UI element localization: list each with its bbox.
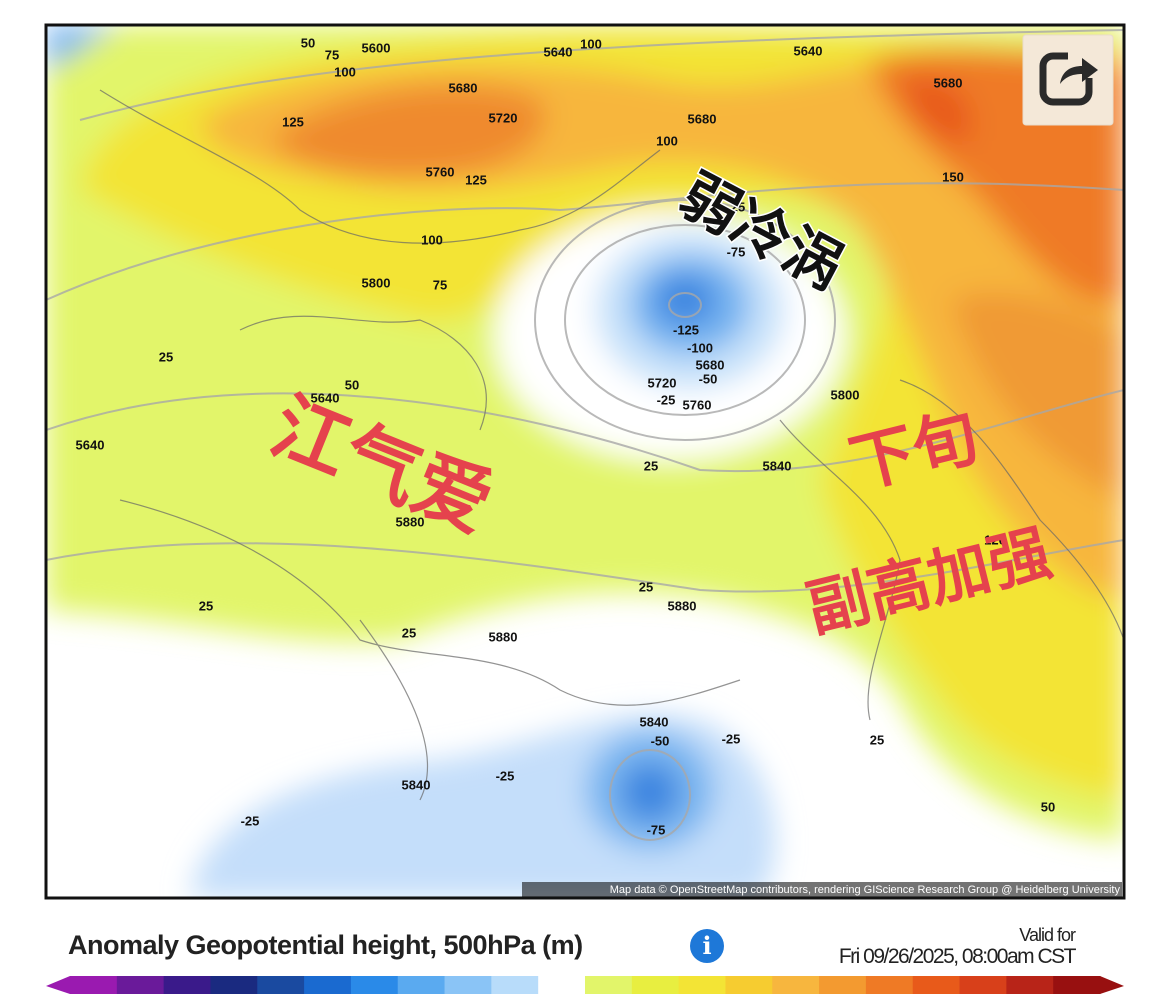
contour-label: -25 [496,768,515,783]
colorbar-swatch [725,976,773,994]
contour-label: -25 [657,392,676,407]
colorbar-swatch [1053,976,1101,994]
colorbar-swatch [865,976,914,994]
map-field [46,25,1124,898]
contour-label: 125 [465,172,487,187]
colorbar-swatch [304,976,352,994]
contour-label: 25 [639,579,653,594]
contour-label: -125 [673,322,699,337]
contour-label: 25 [199,598,213,613]
contour-label: 25 [731,199,745,214]
contour-label: 5640 [544,44,573,59]
contour-label: -75 [647,822,666,837]
contour-label: 25 [402,625,416,640]
colorbar-swatch [1006,976,1054,994]
contour-label: 50 [301,35,315,50]
contour-label: -25 [722,731,741,746]
colorbar-swatch [257,976,305,994]
contour-label: -100 [687,340,713,355]
contour-label: -50 [699,371,718,386]
contour-label: 100 [421,232,443,247]
contour-labels: 50 75 100 5600 5640 100 5640 5680 5720 5680 5680 12… [76,35,1056,837]
contour-label: 5680 [449,80,478,95]
contour-label: 75 [433,277,447,292]
contour-label: 5880 [668,598,697,613]
contour-label: 5840 [763,458,792,473]
contour-label: 75 [325,47,339,62]
contour-label: 5640 [311,390,340,405]
colorbar-end [46,976,70,994]
valid-label: Valid for [1019,925,1076,945]
colorbar-swatch [585,976,633,994]
contour-label: 120 [984,532,1006,547]
colorbar-swatch [397,976,446,994]
colorbar-swatch [163,976,211,994]
contour-label: 100 [334,64,356,79]
contour-label: -75 [727,244,746,259]
attribution: Map data © OpenStreetMap contributors, r… [610,884,1121,896]
colorbar [46,976,1124,994]
contour-label: 5680 [688,111,717,126]
contour-label: 25 [870,732,884,747]
colorbar-swatch [70,976,118,994]
contour-label: 5760 [426,164,455,179]
footer-title: Anomaly Geopotential height, 500hPa (m) [68,930,583,960]
colorbar-swatch [959,976,1007,994]
attribution-bg [522,882,1122,897]
contour-label: 125 [282,114,304,129]
contour-label: 5680 [696,357,725,372]
contour-label: 50 [345,377,359,392]
colorbar-swatch [350,976,399,994]
contour-label: 25 [644,458,658,473]
contour-label: -50 [651,733,670,748]
contour-label: 100 [580,36,602,51]
colorbar-swatch [538,976,586,994]
colorbar-end [1100,976,1124,994]
colorbar-swatch [912,976,961,994]
contour-label: 5800 [831,387,860,402]
info-button[interactable]: i [690,929,724,963]
valid-time: Fri 09/26/2025, 08:00am CST [838,945,1077,968]
contour-label: 25 [159,349,173,364]
contour-label: 50 [1041,799,1055,814]
contour-label: 5840 [402,777,431,792]
colorbar-swatch [678,976,726,994]
colorbar-swatch [819,976,867,994]
colorbar-swatch [491,976,539,994]
colorbar-swatch [210,976,258,994]
colorbar-swatch [444,976,492,994]
contour-label: 5800 [362,275,391,290]
contour-label: 5640 [794,43,823,58]
contour-label: 150 [942,169,964,184]
contour-label: 5720 [648,375,677,390]
colorbar-swatch [631,976,680,994]
contour-label: 5880 [396,514,425,529]
contour-label: 5680 [934,75,963,90]
contour-label: 100 [656,133,678,148]
contour-label: 5840 [640,714,669,729]
colorbar-swatch [772,976,820,994]
contour-label: 5760 [683,397,712,412]
contour-label: -25 [241,813,260,828]
share-button[interactable] [1022,34,1114,126]
contour-label: 5720 [489,110,518,125]
contour-label: 5880 [489,629,518,644]
colorbar-swatch [116,976,165,994]
contour-label: 5600 [362,40,391,55]
contour-label: 5640 [76,437,105,452]
